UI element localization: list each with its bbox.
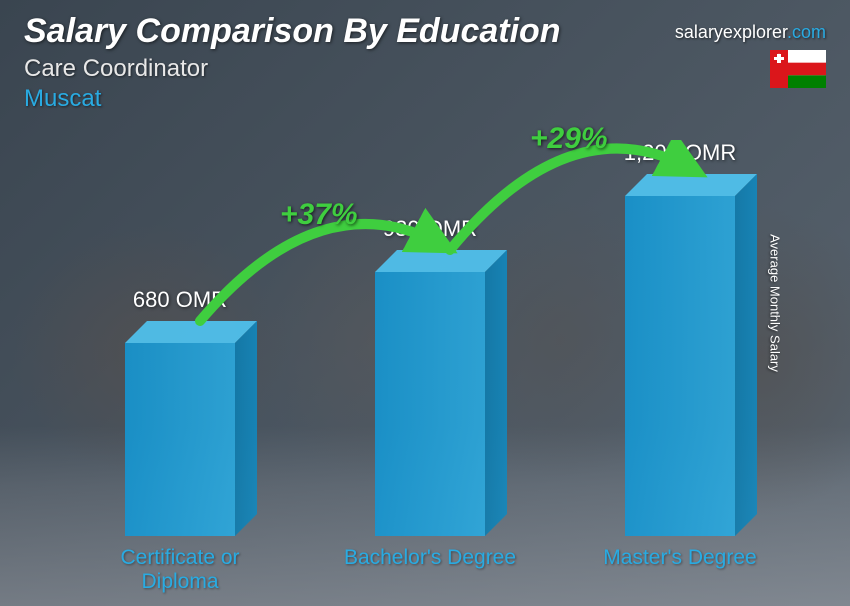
bar-value: 930 OMR xyxy=(383,216,477,242)
chart-subtitle-location: Muscat xyxy=(24,85,826,113)
increase-label: +29% xyxy=(530,122,608,156)
brand-watermark: salaryexplorer.com xyxy=(675,22,826,43)
bar-chart: 680 OMR Certificate or Diploma 930 OMR Bach… xyxy=(40,140,790,594)
brand-name: salaryexplorer xyxy=(675,22,787,42)
bar-label: Master's Degree xyxy=(580,546,780,570)
increase-label: +37% xyxy=(280,198,358,232)
bar-value: 680 OMR xyxy=(133,287,227,313)
bar-label: Certificate or Diploma xyxy=(80,546,280,594)
bar-3d: 680 OMR xyxy=(80,343,280,536)
oman-flag-icon xyxy=(770,50,826,88)
chart-subtitle-role: Care Coordinator xyxy=(24,55,826,83)
brand-domain: .com xyxy=(787,22,826,42)
bar-3d: 930 OMR xyxy=(330,272,530,536)
bar-label: Bachelor's Degree xyxy=(330,546,530,570)
bar-value: 1,200 OMR xyxy=(624,140,737,166)
bar-3d: 1,200 OMR xyxy=(580,196,780,536)
